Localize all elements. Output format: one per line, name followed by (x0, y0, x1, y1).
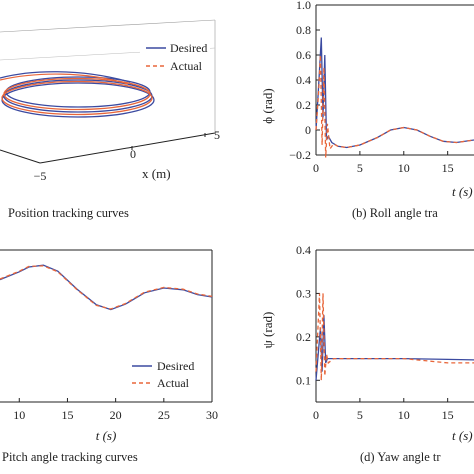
panel-d-ylabel: ψ (rad) (260, 312, 275, 349)
panel-b-ytick-label: 1.0 (296, 0, 311, 12)
panel-d-ytick-label: 0.2 (296, 330, 311, 344)
panel-c-xtick-label: 30 (206, 408, 218, 422)
panel-b-ytick-label: −0.2 (289, 148, 311, 162)
panel-b-actual-line (315, 54, 474, 158)
panel-b-xlabel: t (s) (452, 184, 473, 199)
panel-d: 0.4 0.3 0.2 0.1 0 5 10 15 ψ (rad) t (s) (d) Ya… (260, 243, 474, 464)
panel-a-box-top (0, 19, 216, 33)
panel-a-axis-x (39, 132, 216, 164)
panel-a-actual-orbit (0, 73, 129, 85)
panel-d-xtick-label: 0 (313, 408, 319, 422)
panel-c-xlabel: t (s) (96, 428, 117, 443)
panel-a-actual-orbit (3, 77, 151, 111)
panel-d-xtick-label: 15 (442, 408, 454, 422)
panel-c-caption: Pitch angle tracking curves (2, 450, 138, 464)
panel-d-ytick-label: 0.1 (296, 373, 311, 387)
panel-c-legend-desired-label: Desired (157, 359, 194, 373)
panel-d-xlabel: t (s) (452, 428, 473, 443)
panel-a-caption: Position tracking curves (8, 206, 129, 220)
panel-b-ytick-label: 0.2 (296, 98, 311, 112)
panel-c-xtick-label: 10 (13, 408, 25, 422)
panel-d-ytick-label: 0.3 (296, 286, 311, 300)
panel-d-desired-line (315, 315, 474, 381)
panel-a: −5 0 5 x (m) Desired Actual Position tra… (0, 19, 220, 220)
panel-a-xtick-label: 5 (214, 128, 220, 142)
panel-a-legend-desired-label: Desired (170, 41, 207, 55)
panel-b-ytick-label: 0.8 (296, 23, 311, 37)
panel-d-actual-line (315, 293, 474, 381)
panel-d-xtick-label: 5 (357, 408, 363, 422)
panel-b-xtick-label: 5 (357, 161, 363, 175)
panel-c-xtick-label: 25 (158, 408, 170, 422)
panel-b-caption: (b) Roll angle tra (352, 206, 438, 220)
panel-a-xtick-label: 0 (130, 147, 136, 161)
panel-b-ytick-label: 0 (305, 123, 311, 137)
panel-b-desired-line (315, 37, 474, 149)
panel-d-xtick-label: 10 (398, 408, 410, 422)
panel-c: 10 15 20 25 30 t (s) Desired Actual Pitch an… (0, 249, 218, 464)
panel-c-desired-line (0, 264, 213, 311)
panel-a-actual-orbit (1, 80, 153, 116)
panel-a-desired-orbit (0, 71, 131, 83)
panel-a-xtick-label: −5 (34, 169, 47, 183)
panel-b-ytick-label: 0.6 (296, 48, 311, 62)
panel-a-axis-left (0, 149, 41, 164)
panel-d-caption: (d) Yaw angle tr (360, 450, 441, 464)
panel-b-ylabel: ϕ (rad) (260, 88, 275, 123)
panel-c-legend-actual-label: Actual (157, 376, 190, 390)
panel-c-actual-line (0, 265, 213, 310)
panel-c-xtick-label: 15 (61, 408, 73, 422)
panel-b-xtick-label: 10 (398, 161, 410, 175)
panel-b-xtick-label: 15 (442, 161, 454, 175)
panel-a-xlabel: x (m) (142, 166, 171, 181)
panel-d-ytick-label: 0.4 (296, 243, 311, 257)
panel-b-ytick-label: 0.4 (296, 73, 311, 87)
panel-b: 1.00.80.60.40.20−0.2 0 5 10 15 ϕ (rad) t (s… (260, 0, 474, 220)
panel-a-legend-box (140, 40, 210, 80)
panel-b-xtick-label: 0 (313, 161, 319, 175)
panel-c-xtick-label: 20 (110, 408, 122, 422)
panel-a-legend-actual-label: Actual (170, 59, 203, 73)
